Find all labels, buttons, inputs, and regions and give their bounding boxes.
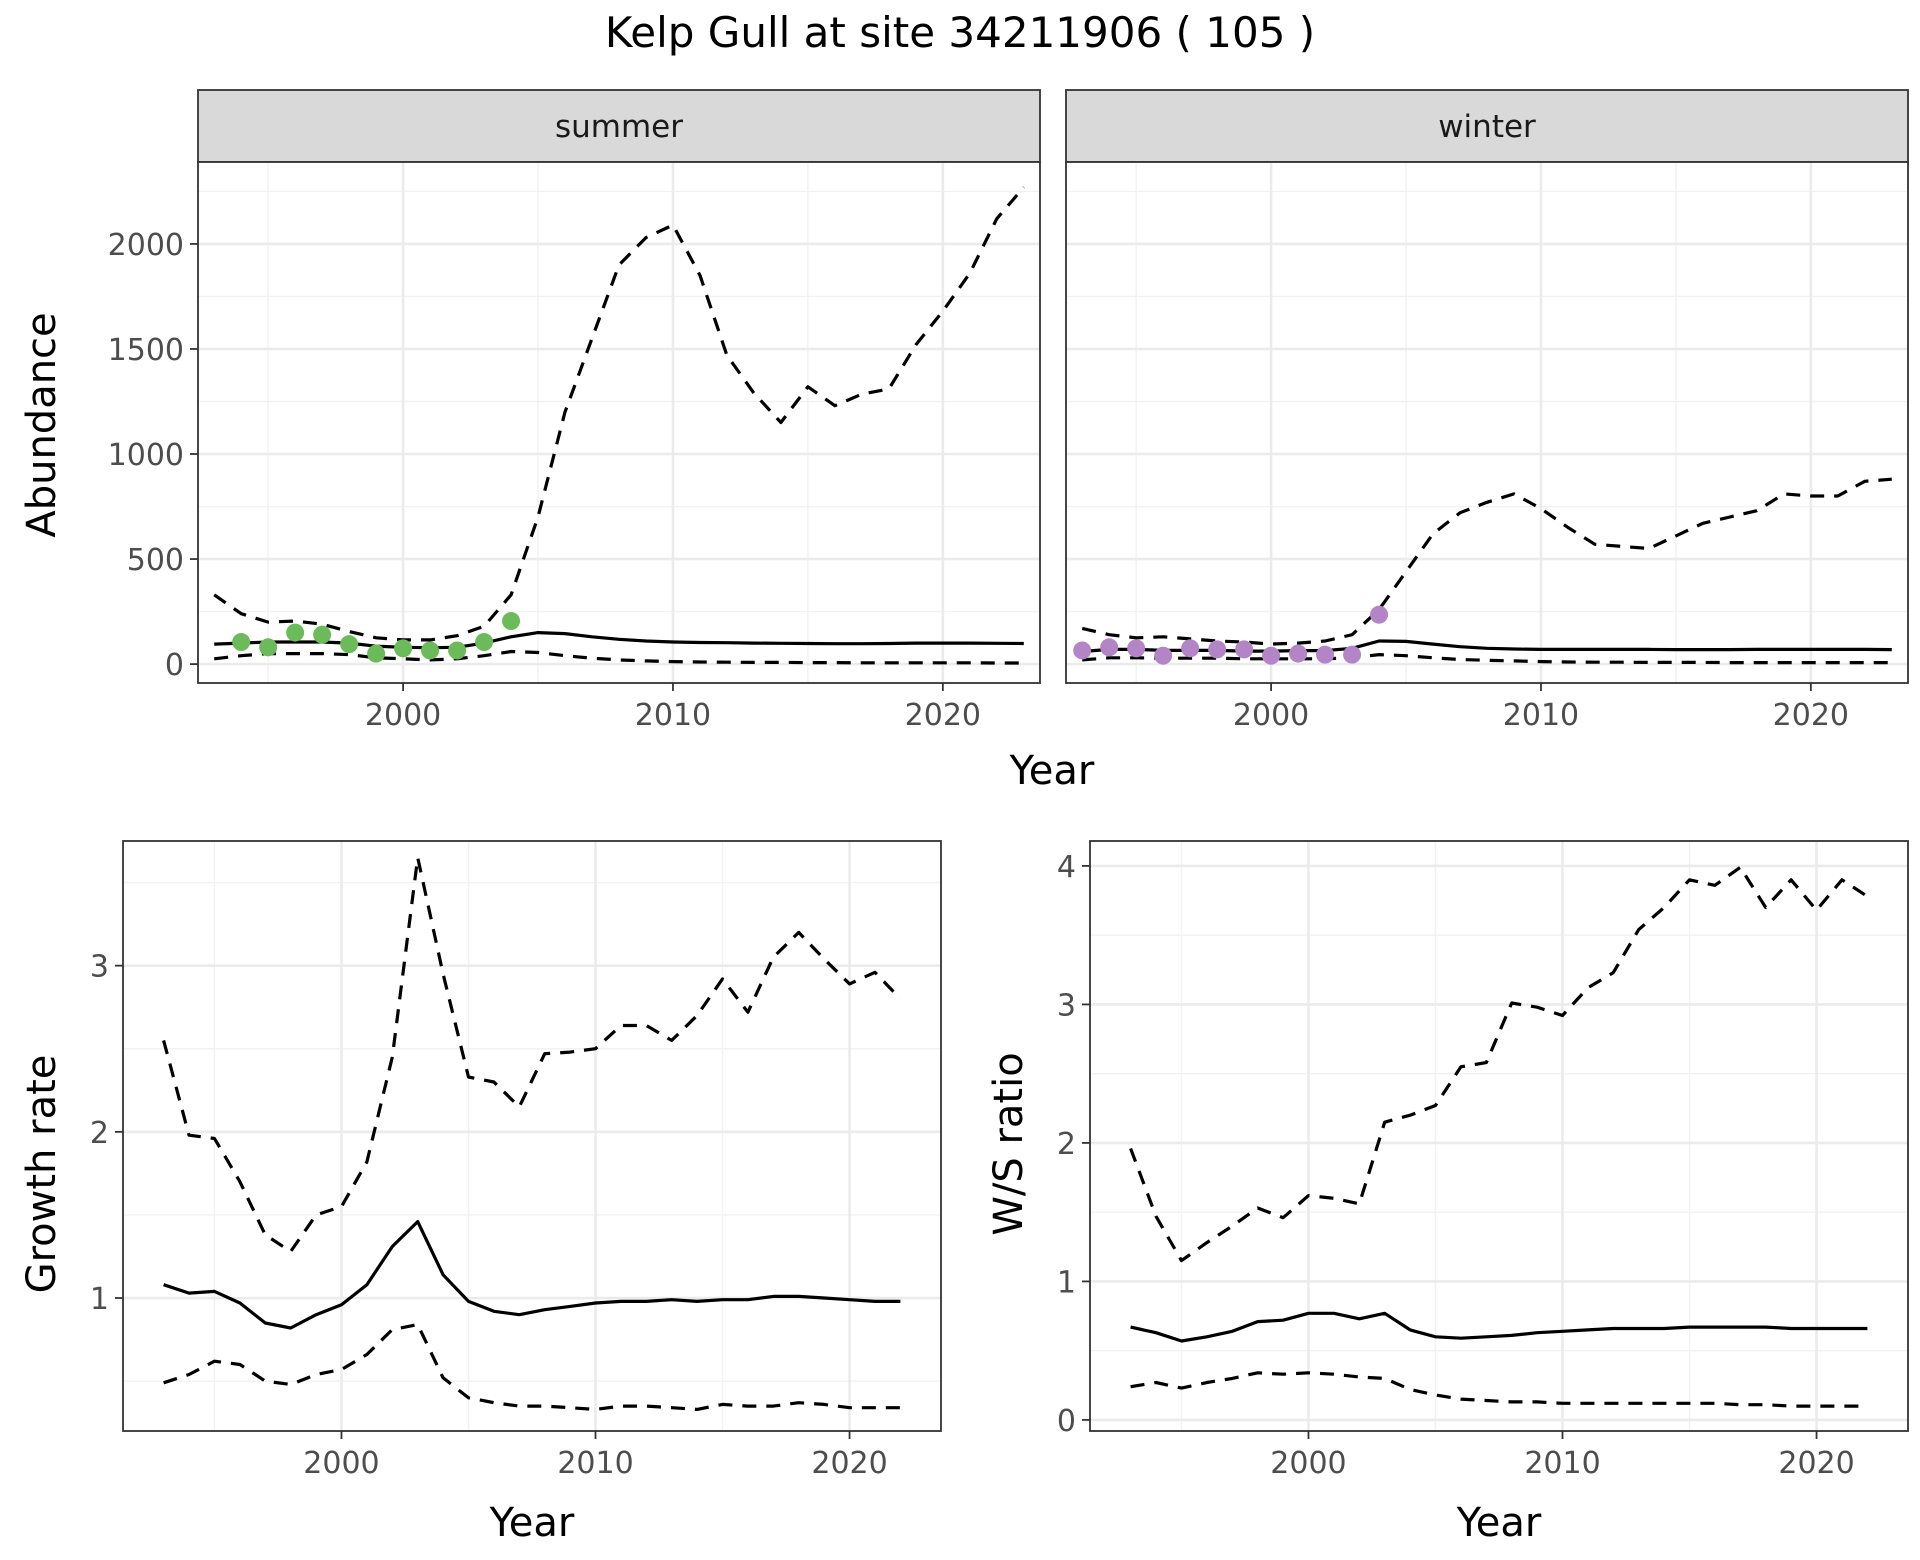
y-tick-label: 0 [165,648,184,683]
abundance-winter-observed-point [1208,640,1227,659]
abundance-winter-lower-bound-line [1082,652,1892,665]
x-tick-label: 2010 [557,1446,633,1481]
abundance-summer-lower-bound-line [214,649,1024,665]
abundance-winter-observed-point [1262,646,1281,665]
top-y-axis-title: Abundance [19,312,65,537]
abundance-summer-observed-point [394,639,413,658]
growth-rate-plot-area [123,841,941,1431]
abundance-summer-observed-point [502,612,521,631]
x-tick-label: 2000 [1270,1446,1346,1481]
ws-ratio-panel: 2000 2010 2020 0 1 2 3 4 [1057,840,1909,1481]
abundance-winter-observed-point [1235,640,1254,659]
x-tick-label: 2020 [1778,1446,1854,1481]
y-tick-label: 0 [1057,1404,1076,1439]
growth-rate-lower-bound-line [163,1322,901,1412]
abundance-winter-observed-point [1100,638,1119,657]
abundance-winter-panel-border [1065,161,1909,684]
ws-ratio-plot-area [1090,841,1908,1431]
facet-strip-summer [197,89,1041,163]
y-tick-label: 500 [127,543,184,578]
abundance-summer-observed-point [259,638,278,657]
ws-ratio-lower-bound-line [1130,1371,1868,1408]
y-tick-label: 2 [90,1116,109,1151]
abundance-winter-observed-point [1073,641,1092,660]
figure-title: Kelp Gull at site 34211906 ( 105 ) [605,8,1315,57]
growth-rate-estimate-line [163,1219,901,1330]
y-tick-label: 1 [90,1282,109,1317]
facet-strip-winter [1065,89,1909,163]
abundance-summer-plot-area [198,162,1040,683]
abundance-summer-observed-point [340,635,359,654]
bottom-left-x-axis-title: Year [489,1500,575,1546]
growth-rate-panel: 2000 2010 2020 1 2 3 [90,840,942,1481]
y-tick-label: 1 [1057,1265,1076,1300]
abundance-winter-observed-point [1316,645,1335,664]
abundance-summer-observed-point [448,641,467,660]
x-tick-label: 2020 [1773,698,1849,733]
abundance-winter-upper-bound-line [1081,477,1892,646]
x-tick-label: 2000 [1233,698,1309,733]
abundance-summer-observed-point [421,641,440,660]
bottom-right-x-axis-title: Year [1456,1500,1542,1546]
bottom-right-y-axis-title: W/S ratio [986,1052,1032,1235]
abundance-winter-observed-point [1289,644,1308,663]
abundance-winter-observed-point [1127,639,1146,658]
x-tick-label: 2010 [1503,698,1579,733]
growth-rate-upper-bound-line [162,855,902,1254]
abundance-winter-observed-point [1154,646,1173,665]
y-tick-label: 1500 [108,333,184,368]
abundance-winter-observed-point [1370,605,1389,624]
facet-label-winter: winter [1438,109,1536,145]
facet-label-summer: summer [555,109,683,145]
abundance-summer-panel-border [197,161,1041,684]
abundance-summer-observed-point [286,623,305,642]
abundance-summer-observed-point [313,625,332,644]
abundance-summer-observed-point [232,633,251,652]
abundance-winter-plot-area [1066,162,1908,683]
bottom-left-y-axis-title: Growth rate [19,1055,65,1294]
y-tick-label: 3 [90,950,109,985]
y-tick-label: 2 [1057,1127,1076,1162]
abundance-winter-panel: 2000 2010 2020 [1065,161,1909,733]
x-tick-label: 2020 [905,698,981,733]
abundance-summer-observed-point [367,644,386,663]
x-tick-label: 2000 [303,1446,379,1481]
ws-ratio-estimate-line [1130,1311,1868,1343]
y-tick-label: 3 [1057,988,1076,1023]
x-tick-label: 2020 [811,1446,887,1481]
abundance-winter-observed-point [1343,645,1362,664]
growth-rate-panel-border [122,840,942,1432]
x-tick-label: 2010 [1524,1446,1600,1481]
top-x-axis-title: Year [1009,748,1095,794]
x-tick-label: 2000 [365,698,441,733]
y-tick-label: 2000 [108,228,184,263]
abundance-winter-observed-point [1181,639,1200,658]
y-tick-label: 1000 [108,438,184,473]
abundance-summer-observed-point [475,633,494,652]
ws-ratio-panel-border [1089,840,1909,1432]
y-tick-label: 4 [1057,850,1076,885]
abundance-summer-panel: 2000 2010 2020 0 500 1000 1500 2000 [108,161,1041,733]
x-tick-label: 2010 [635,698,711,733]
